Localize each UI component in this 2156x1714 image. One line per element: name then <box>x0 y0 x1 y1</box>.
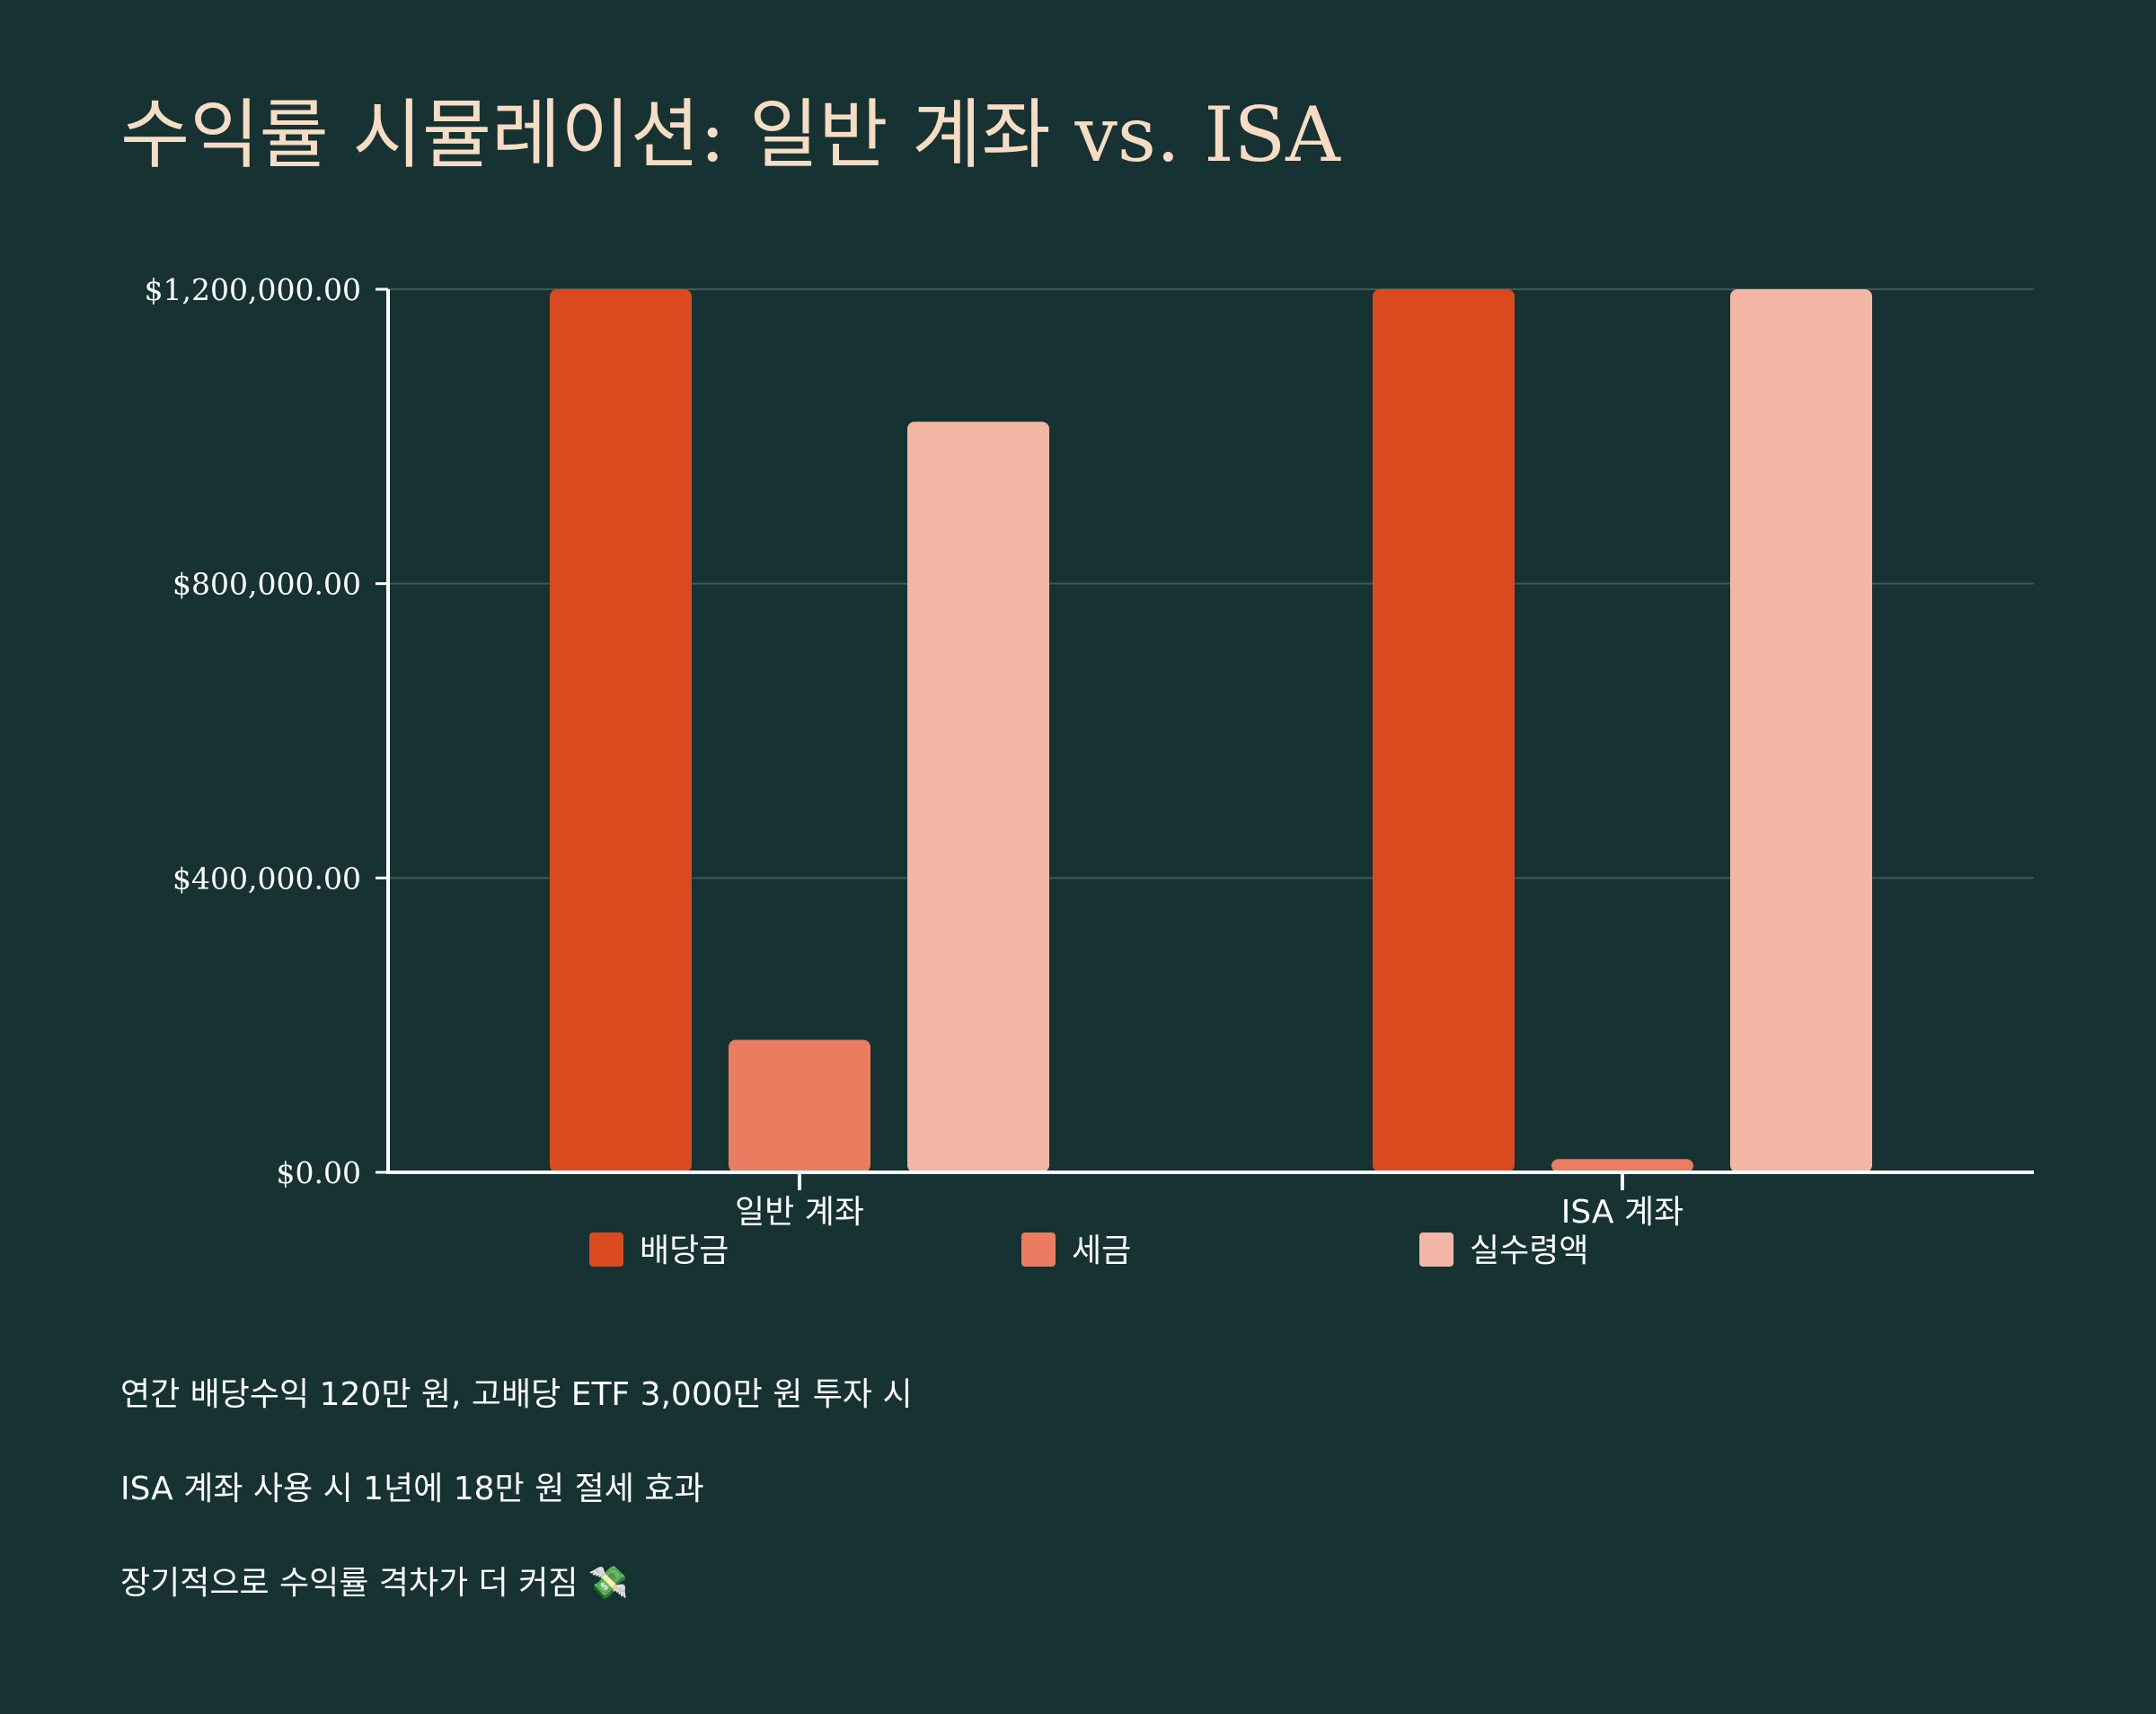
bar <box>1551 1159 1693 1172</box>
y-tick-label: $1,200,000.00 <box>145 272 361 307</box>
legend-swatch <box>1021 1232 1056 1267</box>
notes: 연간 배당수익 120만 원, 고배당 ETF 3,000만 원 투자 시 IS… <box>120 1373 913 1656</box>
y-tick-label: $800,000.00 <box>172 567 361 602</box>
note-tax-savings: ISA 계좌 사용 시 1년에 18만 원 절세 효과 <box>120 1471 704 1507</box>
x-tick-label: 일반 계좌 <box>735 1194 864 1231</box>
legend-label: 실수령액 <box>1470 1232 1588 1269</box>
y-tick-label: $0.00 <box>277 1155 361 1190</box>
legend-swatch <box>589 1232 623 1267</box>
bar <box>907 421 1049 1172</box>
legend-label: 배당금 <box>640 1232 729 1269</box>
note-investment: 연간 배당수익 120만 원, 고배당 ETF 3,000만 원 투자 시 <box>120 1376 913 1413</box>
bar <box>1730 289 1872 1172</box>
y-tick-label: $400,000.00 <box>172 861 361 896</box>
bar <box>729 1039 870 1172</box>
legend-swatch <box>1419 1232 1454 1267</box>
legend-label: 세금 <box>1072 1232 1131 1269</box>
bar <box>1373 289 1515 1172</box>
bar <box>550 289 692 1172</box>
x-tick-label: ISA 계좌 <box>1561 1194 1683 1231</box>
chart-title: 수익률 시뮬레이션: 일반 계좌 vs. ISA <box>120 91 1340 179</box>
note-long-term: 장기적으로 수익률 격차가 더 커짐 💸 <box>120 1565 629 1602</box>
